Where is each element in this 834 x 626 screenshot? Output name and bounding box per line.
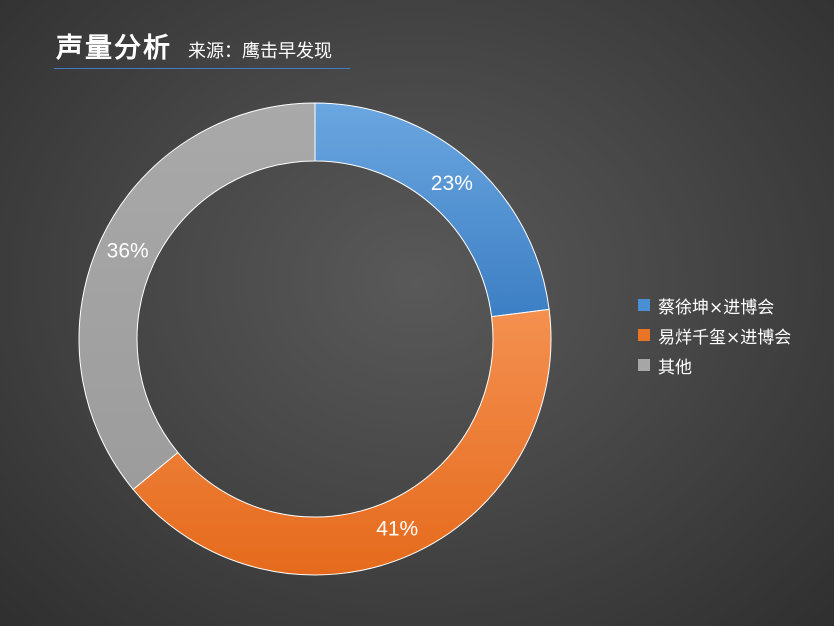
legend-item: 蔡徐坤×进博会 (638, 290, 791, 320)
donut-slice (132, 308, 552, 576)
legend-label: 蔡徐坤×进博会 (658, 297, 775, 318)
legend-label: 易烊千玺×进博会 (658, 327, 792, 348)
legend-swatch (638, 329, 650, 341)
legend-item: 易烊千玺×进博会 (638, 320, 791, 350)
slice-data-label: 23% (431, 172, 473, 195)
chart-legend: 蔡徐坤×进博会 易烊千玺×进博会 其他 (638, 290, 791, 380)
slice-data-label: 41% (376, 517, 418, 540)
legend-label: 其他 (658, 357, 692, 378)
donut-slice (78, 102, 316, 491)
slice-data-label: 36% (107, 239, 149, 262)
chart-title: 声量分析 (56, 33, 172, 64)
legend-item: 其他 (638, 350, 791, 380)
donut-slice (314, 102, 550, 318)
chart-title-block: 声量分析 来源：鹰击早发现 (54, 26, 350, 69)
legend-swatch (638, 359, 650, 371)
legend-swatch (638, 299, 650, 311)
chart-source: 来源：鹰击早发现 (188, 41, 332, 62)
